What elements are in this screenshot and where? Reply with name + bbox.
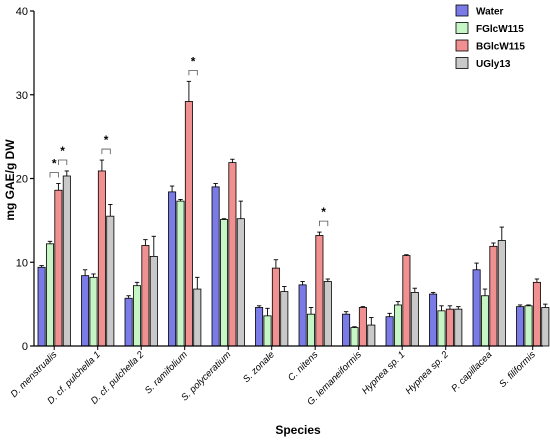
significance-layer: ***** [49,54,329,227]
bar [454,308,463,347]
bar [37,266,46,347]
legend-swatch [455,22,469,34]
category-label: Hypnea sp. 2 [403,349,451,397]
bar [255,307,264,347]
category-label: S. ramifolium [143,349,190,396]
bar [298,284,307,347]
significance-bracket [49,172,59,178]
bar [429,293,438,347]
bar [280,291,289,347]
legend: Water FGlcW115 BGlcW115 UGly13 [455,4,525,70]
y-tick-label: 40 [16,6,28,18]
bar [97,170,106,347]
bar [402,255,411,347]
bar [211,186,220,347]
bar [228,162,237,347]
bar [489,245,498,347]
legend-label: UGly13 [476,59,511,70]
bar [472,269,481,347]
category-label: S. zonale [241,349,277,385]
bar [46,243,55,347]
legend-swatch [455,39,469,52]
bar [176,200,185,347]
significance-star: * [60,144,65,158]
bar [306,313,315,347]
bar [410,291,419,347]
y-tick-label: 20 [16,174,28,186]
bar [89,276,98,347]
legend-label: FGlcW115 [476,24,524,35]
bar [516,306,525,347]
significance-star: * [52,157,57,171]
bar [350,327,359,347]
category-label: Hypnea sp. 1 [360,349,407,396]
bar [385,316,394,347]
significance-bracket [101,148,111,155]
significance-bracket [188,69,198,76]
bar [437,310,446,347]
bar [367,324,376,347]
bar [141,245,150,347]
bar [54,189,63,347]
significance-star: * [104,133,109,147]
category-label: S. filiformis [497,349,538,390]
axes-layer: 0 10 20 30 40 [16,6,543,353]
bar [124,297,133,347]
bar [106,215,115,347]
bars-layer [37,101,550,347]
bar [393,304,402,347]
bar [445,308,454,347]
significance-star: * [191,54,196,68]
bar [271,267,280,347]
y-tick-label: 10 [16,257,28,269]
bar [497,240,506,347]
y-axis-title: mg GAE/g DW [3,139,17,221]
legend-label: Water [476,7,504,18]
legend-label: BGlcW115 [476,42,525,53]
category-label: C. nitens [286,349,320,383]
x-axis-title: Species [275,423,321,437]
bar [193,288,202,347]
bar [480,295,489,347]
legend-swatch [455,57,469,69]
bar [532,281,541,347]
category-label: P. capillacea [449,349,494,394]
legend-swatch [455,4,469,17]
bar [323,281,332,347]
bar [184,101,193,347]
significance-bracket [319,220,329,227]
y-tick-label: 30 [16,90,28,102]
bar [524,305,533,347]
bar [132,285,141,347]
bar [263,315,272,347]
error-bars-layer [39,80,548,328]
bar [219,219,228,347]
bar [168,191,177,347]
bar [315,235,324,347]
bar [81,275,90,347]
bar [541,307,550,347]
bar [236,218,245,347]
bar [358,307,367,347]
significance-star: * [321,205,326,219]
significance-bracket [58,159,68,165]
bar [149,255,158,347]
y-tick-label: 0 [22,341,28,353]
bar [62,175,71,347]
bar [342,313,351,347]
